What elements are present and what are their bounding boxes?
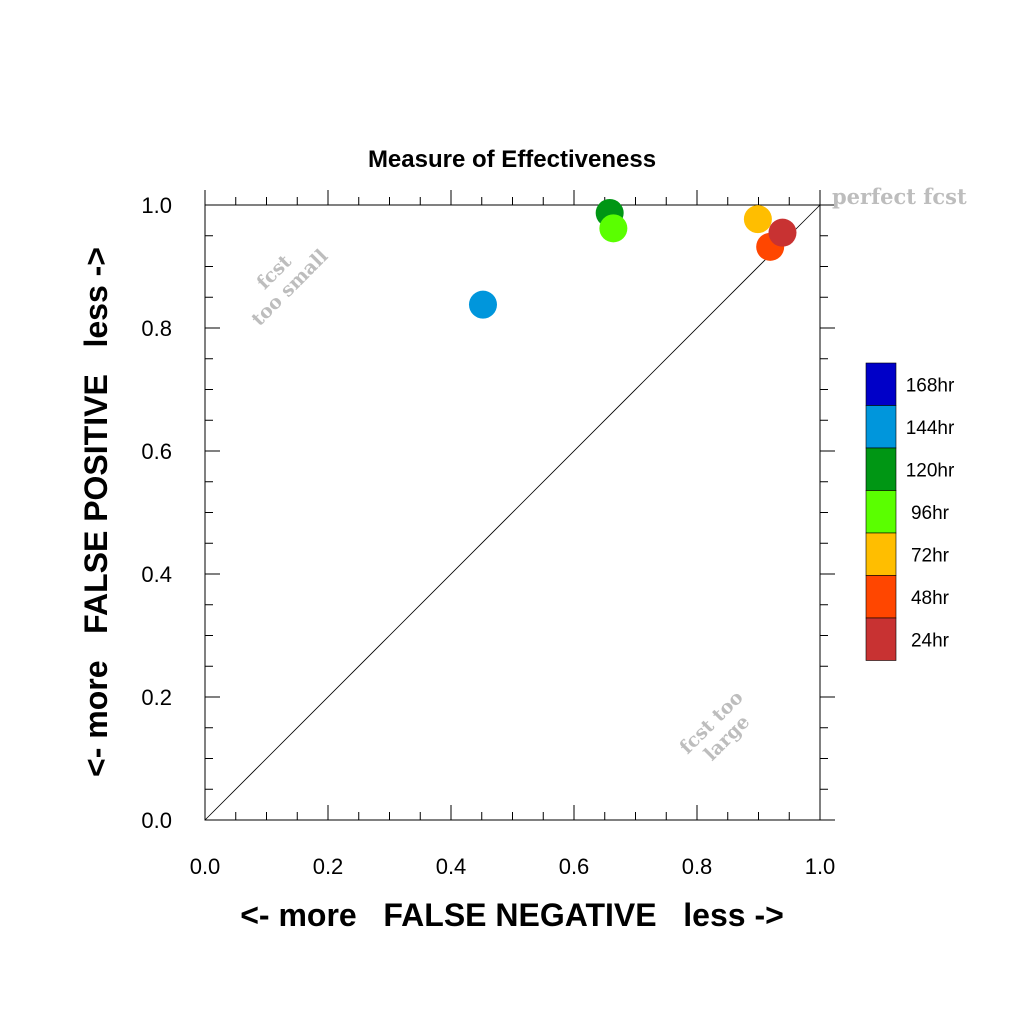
y-axis-title: <- more FALSE POSITIVE less -> [78,247,114,777]
x-tick-label: 1.0 [805,854,836,879]
legend-swatch-72hr [865,532,897,576]
legend: 168hr 144hr 120hr 96hr 72hr 48hr 24hr [865,362,955,661]
legend-label-72hr: 72hr [911,545,950,566]
diagonal-line [204,204,821,821]
x-axis-title: <- more FALSE NEGATIVE less -> [240,897,784,933]
legend-swatch-48hr [865,575,897,619]
data-point-96hr [599,214,628,243]
legend-label-144hr: 144hr [906,418,955,439]
annotation-fcst-too-small-line2: too small [247,245,332,330]
legend-swatch-168hr [865,362,897,406]
chart-title: Measure of Effectiveness [368,146,656,173]
y-tick-label: 0.6 [141,439,172,464]
legend-label-48hr: 48hr [911,588,950,609]
tick-labels: 0.0 0.2 0.4 0.6 0.8 1.0 0.0 0.2 0.4 0.6 0.8 1.0 [141,193,835,879]
y-tick-label: 0.2 [141,685,172,710]
annotation-perfect-fcst: perfect fcst [832,184,967,209]
plot-area: 0.0 0.2 0.4 0.6 0.8 1.0 0.0 0.2 0.4 0.6 0.8 1.0 [141,190,835,879]
x-tick-label: 0.4 [436,854,467,879]
legend-label-120hr: 120hr [906,460,955,481]
x-tick-label: 0.8 [682,854,713,879]
legend-swatch-144hr [865,405,897,449]
x-tick-label: 0.6 [559,854,590,879]
x-tick-label: 0.0 [190,854,221,879]
y-tick-label: 0.8 [141,316,172,341]
legend-swatch-96hr [865,490,897,534]
legend-swatch-120hr [865,447,897,491]
y-tick-label: 0.0 [141,808,172,833]
legend-label-24hr: 24hr [911,630,950,651]
data-point-24hr [768,218,797,247]
data-point-72hr [743,205,772,234]
x-tick-label: 0.2 [313,854,344,879]
annotation-fcst-too-large: fcst too large [675,686,754,765]
legend-swatch-24hr [865,617,897,661]
data-points [468,198,797,319]
legend-label-168hr: 168hr [906,375,955,396]
annotation-fcst-too-small: fcst too small [247,245,332,330]
y-tick-label: 0.4 [141,562,172,587]
tick-marks [204,190,835,821]
legend-label-96hr: 96hr [911,503,950,524]
data-point-144hr [468,290,497,319]
y-tick-label: 1.0 [141,193,172,218]
